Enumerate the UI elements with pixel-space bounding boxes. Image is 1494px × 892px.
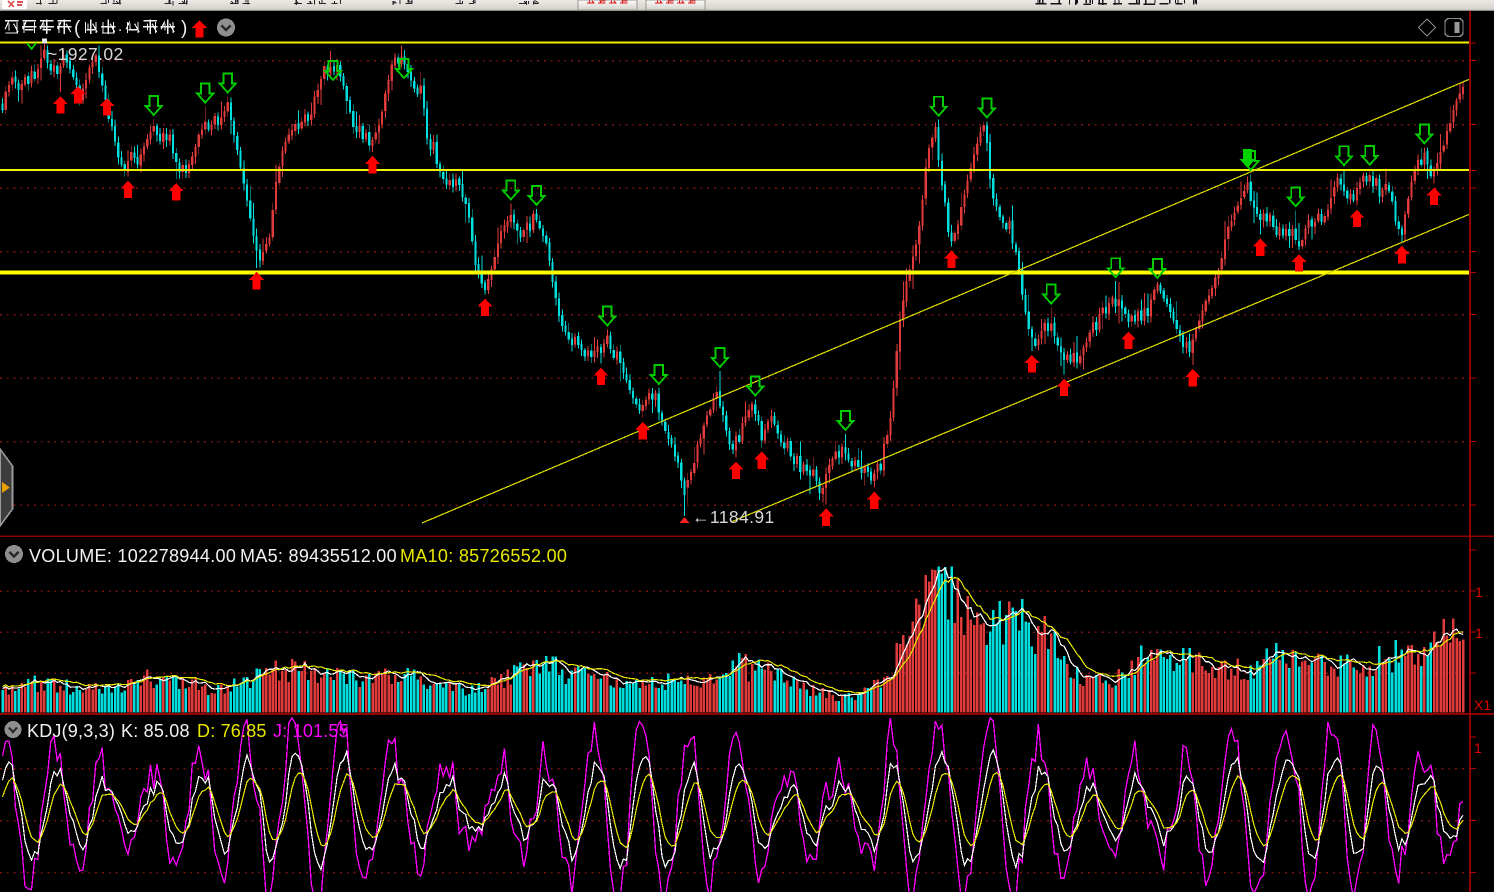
svg-text:MA5: 89435512.00: MA5: 89435512.00 — [240, 546, 397, 566]
svg-text:J: 101.55: J: 101.55 — [273, 721, 349, 741]
svg-text:): ) — [181, 18, 187, 39]
svg-text:K: 85.08: K: 85.08 — [121, 721, 190, 741]
svg-text:.: . — [118, 18, 122, 35]
svg-text:D: 76.85: D: 76.85 — [197, 721, 267, 741]
svg-text:~1927.02: ~1927.02 — [47, 44, 124, 64]
svg-text:←1184.91: ←1184.91 — [692, 507, 775, 527]
svg-text:MA10: 85726552.00: MA10: 85726552.00 — [400, 546, 567, 566]
svg-text:1: 1 — [1475, 625, 1483, 641]
svg-text:KDJ(9,3,3): KDJ(9,3,3) — [27, 721, 115, 741]
svg-text:VOLUME: 102278944.00: VOLUME: 102278944.00 — [29, 546, 236, 566]
svg-text:1: 1 — [1474, 740, 1482, 756]
svg-text:X1: X1 — [1474, 697, 1491, 713]
svg-text:1: 1 — [1475, 584, 1483, 600]
svg-text:(: ( — [74, 18, 81, 39]
